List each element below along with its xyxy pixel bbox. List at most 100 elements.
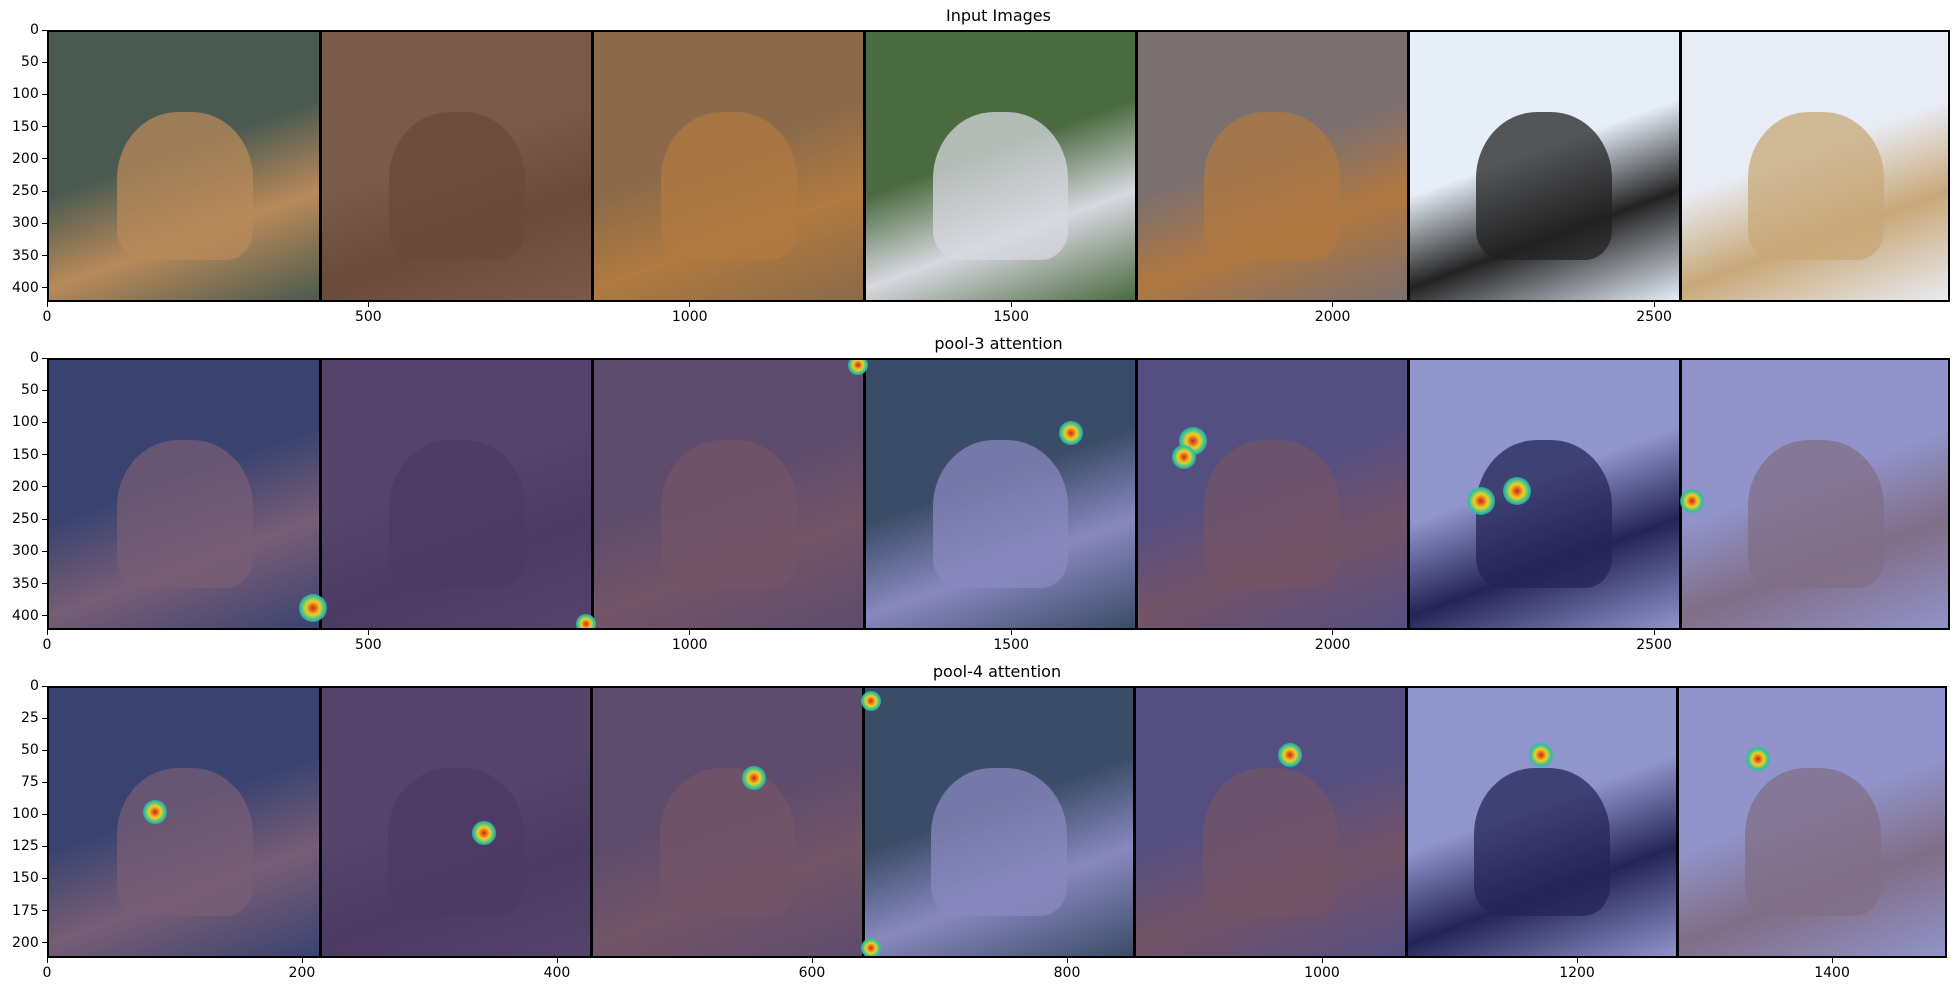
- attention-tint: [863, 688, 1135, 956]
- subject-silhouette: [932, 112, 1069, 260]
- image-tile-cats-and-french-bulldog: [1408, 32, 1681, 300]
- image-tile-dog-in-autumn-leaves: [592, 32, 865, 300]
- y-tick-mark: [42, 942, 47, 944]
- x-tick-mark: [301, 958, 303, 963]
- x-tick-label: 1000: [671, 309, 708, 325]
- y-tick-mark: [42, 813, 47, 815]
- y-tick-mark: [42, 877, 47, 879]
- y-tick-label: 50: [21, 382, 39, 399]
- attention-hotspot: [576, 614, 597, 628]
- x-tick-label: 0: [42, 637, 52, 653]
- panel-title: pool-3 attention: [934, 334, 1063, 353]
- subject-silhouette: [1476, 112, 1613, 260]
- attention-hotspot: [298, 594, 327, 623]
- tile-separator: [591, 360, 595, 628]
- y-tick-mark: [42, 685, 47, 687]
- y-tick-mark: [42, 486, 47, 488]
- image-tile-persian-cats-on-grass: [863, 688, 1135, 956]
- attention-hotspot: [742, 765, 767, 790]
- y-tick-mark: [42, 518, 47, 520]
- tile-separator: [1678, 32, 1682, 300]
- attention-hotspot: [1277, 742, 1302, 767]
- y-tick-mark: [42, 910, 47, 912]
- x-tick-label: 1200: [1559, 965, 1595, 981]
- y-tick-label: 100: [12, 806, 39, 823]
- y-tick-mark: [42, 845, 47, 847]
- y-tick-mark: [42, 255, 47, 257]
- image-tile-persian-cats-on-grass: [864, 360, 1137, 628]
- x-tick-label: 2000: [1314, 637, 1351, 653]
- x-tick-mark: [1653, 630, 1655, 635]
- image-tile-dog-in-autumn-leaves: [592, 360, 865, 628]
- y-tick-label: 25: [21, 710, 39, 727]
- subject-silhouette: [116, 768, 253, 916]
- y-tick-mark: [42, 287, 47, 289]
- y-tick-label: 400: [12, 607, 39, 624]
- subject-silhouette: [659, 768, 796, 916]
- image-tile-dog-hidden-in-leaves: [320, 688, 592, 956]
- y-tick-mark: [42, 717, 47, 719]
- subject-silhouette: [116, 440, 253, 588]
- tile-separator: [591, 32, 595, 300]
- y-tick-label: 100: [12, 86, 39, 103]
- x-tick-label: 200: [288, 965, 316, 981]
- attention-hotspot: [1467, 486, 1496, 515]
- y-tick-label: 350: [12, 575, 39, 592]
- attention-hotspot: [142, 800, 167, 825]
- image-tile-dogs-and-cats-group: [1680, 32, 1948, 300]
- attention-hotspot: [861, 938, 882, 956]
- attention-tint: [1134, 688, 1407, 956]
- y-tick-mark: [42, 61, 47, 63]
- x-tick-mark: [46, 630, 48, 635]
- y-tick-label: 150: [12, 446, 39, 463]
- y-tick-label: 0: [30, 22, 39, 38]
- attention-hotspot: [1745, 746, 1770, 771]
- tile-separator: [1134, 360, 1138, 628]
- x-tick-label: 500: [354, 637, 382, 653]
- pool3-attention-plot: [47, 358, 1950, 630]
- attention-tint: [49, 360, 321, 628]
- x-tick-mark: [1831, 958, 1833, 963]
- x-tick-mark: [811, 958, 813, 963]
- image-tile-cats-and-french-bulldog: [1408, 360, 1681, 628]
- x-tick-mark: [1332, 302, 1334, 307]
- y-tick-mark: [42, 781, 47, 783]
- x-tick-mark: [689, 302, 691, 307]
- y-tick-label: 300: [12, 543, 39, 560]
- tile-separator: [1406, 32, 1410, 300]
- attention-tint: [592, 360, 865, 628]
- y-tick-label: 300: [12, 215, 39, 232]
- x-tick-mark: [46, 302, 48, 307]
- pool4-attention-plot: [47, 686, 1947, 958]
- x-tick-mark: [1321, 958, 1323, 963]
- tile-separator: [590, 688, 594, 956]
- tile-separator: [1678, 360, 1682, 628]
- tile-separator: [1134, 32, 1138, 300]
- x-tick-label: 1400: [1814, 965, 1850, 981]
- attention-hotspot: [847, 360, 868, 376]
- subject-silhouette: [931, 768, 1067, 916]
- y-tick-label: 250: [12, 183, 39, 200]
- image-tile-dog-in-autumn-leaves: [591, 688, 864, 956]
- x-tick-mark: [367, 630, 369, 635]
- tile-separator: [319, 360, 323, 628]
- image-tile-dog-hidden-in-leaves: [320, 32, 593, 300]
- attention-tint: [1406, 688, 1678, 956]
- subject-silhouette: [660, 112, 797, 260]
- image-tile-dog-on-bicycle-with-umbrella: [49, 688, 321, 956]
- subject-silhouette: [388, 112, 525, 260]
- tile-separator: [1404, 688, 1408, 956]
- x-tick-label: 400: [543, 965, 571, 981]
- image-tile-dog-on-bicycle-with-umbrella: [49, 32, 321, 300]
- subject-silhouette: [1476, 440, 1613, 588]
- y-tick-label: 125: [12, 838, 39, 855]
- attention-hotspot: [1059, 420, 1084, 445]
- x-tick-label: 2500: [1636, 309, 1672, 325]
- panel-title: Input Images: [946, 6, 1051, 25]
- subject-silhouette: [1745, 768, 1882, 916]
- y-tick-label: 200: [12, 478, 39, 495]
- attention-tint: [864, 360, 1137, 628]
- image-tile-tabby-cat-and-german-shepherd: [1134, 688, 1407, 956]
- image-tile-tabby-cat-and-german-shepherd: [1136, 360, 1409, 628]
- subject-silhouette: [388, 440, 525, 588]
